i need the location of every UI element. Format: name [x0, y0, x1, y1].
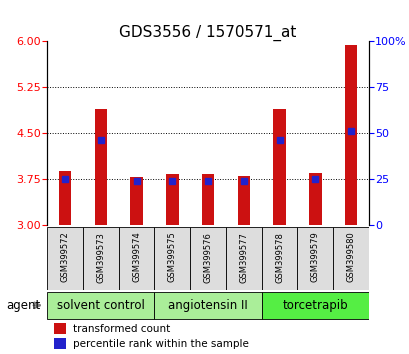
- Text: agent: agent: [6, 299, 40, 312]
- Bar: [54, 338, 66, 349]
- Text: GSM399577: GSM399577: [239, 232, 248, 282]
- Text: GSM399580: GSM399580: [346, 232, 355, 282]
- Bar: [166, 174, 178, 225]
- Text: GSM399573: GSM399573: [96, 232, 105, 282]
- Text: GSM399572: GSM399572: [61, 232, 70, 282]
- Bar: [297, 227, 333, 290]
- Bar: [261, 227, 297, 290]
- Text: percentile rank within the sample: percentile rank within the sample: [73, 339, 248, 349]
- Bar: [118, 227, 154, 290]
- Title: GDS3556 / 1570571_at: GDS3556 / 1570571_at: [119, 24, 296, 41]
- Text: transformed count: transformed count: [73, 324, 170, 334]
- Bar: [47, 292, 154, 319]
- Text: GSM399574: GSM399574: [132, 232, 141, 282]
- Bar: [54, 324, 66, 334]
- Bar: [237, 176, 249, 225]
- Bar: [154, 292, 261, 319]
- Text: GSM399578: GSM399578: [274, 232, 283, 282]
- Bar: [58, 171, 71, 225]
- Bar: [47, 227, 83, 290]
- Bar: [261, 292, 368, 319]
- Bar: [83, 227, 118, 290]
- Text: solvent control: solvent control: [57, 299, 144, 312]
- Bar: [201, 175, 214, 225]
- Bar: [130, 177, 142, 225]
- Bar: [273, 109, 285, 225]
- Text: GSM399579: GSM399579: [310, 232, 319, 282]
- Bar: [344, 45, 357, 225]
- Text: GSM399576: GSM399576: [203, 232, 212, 282]
- Bar: [333, 227, 368, 290]
- Bar: [94, 109, 107, 225]
- Bar: [154, 227, 190, 290]
- Text: angiotensin II: angiotensin II: [168, 299, 247, 312]
- Bar: [190, 227, 225, 290]
- Bar: [308, 173, 321, 225]
- Text: torcetrapib: torcetrapib: [282, 299, 347, 312]
- Text: GSM399575: GSM399575: [167, 232, 176, 282]
- Bar: [225, 227, 261, 290]
